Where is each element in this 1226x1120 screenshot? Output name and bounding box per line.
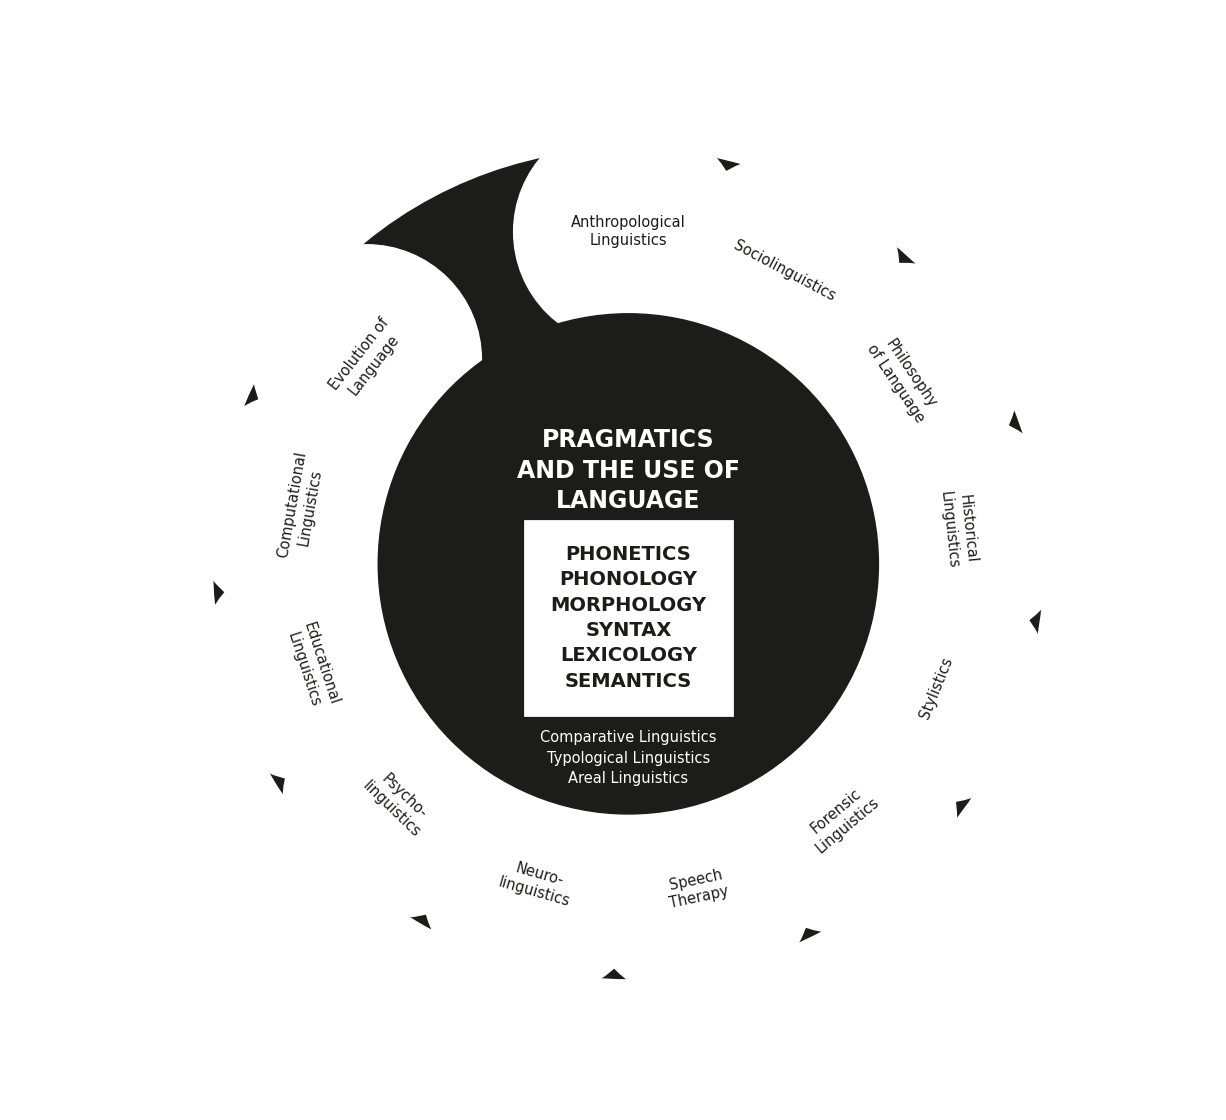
Text: Educational
Linguistics: Educational Linguistics (283, 620, 342, 712)
Circle shape (669, 156, 899, 385)
Circle shape (514, 118, 743, 346)
Circle shape (422, 768, 651, 998)
Text: PHONETICS
PHONOLOGY
MORPHOLOGY
SYNTAX
LEXICOLOGY
SEMANTICS: PHONETICS PHONOLOGY MORPHOLOGY SYNTAX LE… (550, 545, 706, 691)
Text: Comparative Linguistics
Typological Linguistics
Areal Linguistics: Comparative Linguistics Typological Ling… (541, 730, 716, 786)
Text: Philosophy
of Language: Philosophy of Language (864, 332, 943, 426)
Circle shape (186, 392, 416, 620)
Text: Historical
Linguistics: Historical Linguistics (938, 488, 980, 569)
Circle shape (213, 149, 1043, 979)
Text: Sociology: Sociology (798, 172, 855, 211)
Text: Psychology: Psychology (308, 840, 364, 895)
Text: Law: Law (886, 875, 912, 899)
Text: Computer Science: Computer Science (197, 437, 229, 545)
Text: Speech
Therapy: Speech Therapy (664, 866, 731, 911)
Circle shape (788, 263, 1019, 493)
Text: Clinical Sciences: Clinical Sciences (667, 960, 765, 992)
Circle shape (379, 314, 878, 814)
Bar (525, 521, 732, 715)
Circle shape (727, 703, 956, 933)
Text: Philosophy: Philosophy (955, 298, 1000, 358)
Circle shape (582, 774, 812, 1004)
Text: Forensic
Linguistics: Forensic Linguistics (802, 781, 881, 856)
Text: Anthropology: Anthropology (588, 136, 668, 149)
Text: Neuro-
linguistics: Neuro- linguistics (497, 857, 576, 909)
Text: PRAGMATICS
AND THE USE OF
LANGUAGE: PRAGMATICS AND THE USE OF LANGUAGE (517, 428, 739, 513)
Circle shape (197, 552, 427, 781)
Text: Computational
Linguistics: Computational Linguistics (276, 450, 327, 562)
Circle shape (843, 414, 1073, 644)
Text: Psycho-
linguistics: Psycho- linguistics (359, 765, 435, 840)
Circle shape (253, 245, 482, 474)
Text: Evolution of
Language: Evolution of Language (327, 315, 407, 404)
Text: Human Evolution: Human Evolution (260, 261, 332, 348)
Text: Sociolinguistics: Sociolinguistics (731, 237, 837, 304)
Circle shape (821, 573, 1051, 803)
Text: Education: Education (212, 664, 243, 724)
Circle shape (283, 688, 512, 917)
Text: History: History (1038, 498, 1056, 541)
Text: Stylistics: Stylistics (917, 655, 955, 721)
Text: Medicine and Biology: Medicine and Biology (450, 945, 575, 992)
Text: Anthropological
Linguistics: Anthropological Linguistics (571, 215, 685, 249)
Text: Modern Languages
and Classics: Modern Languages and Classics (986, 664, 1053, 780)
